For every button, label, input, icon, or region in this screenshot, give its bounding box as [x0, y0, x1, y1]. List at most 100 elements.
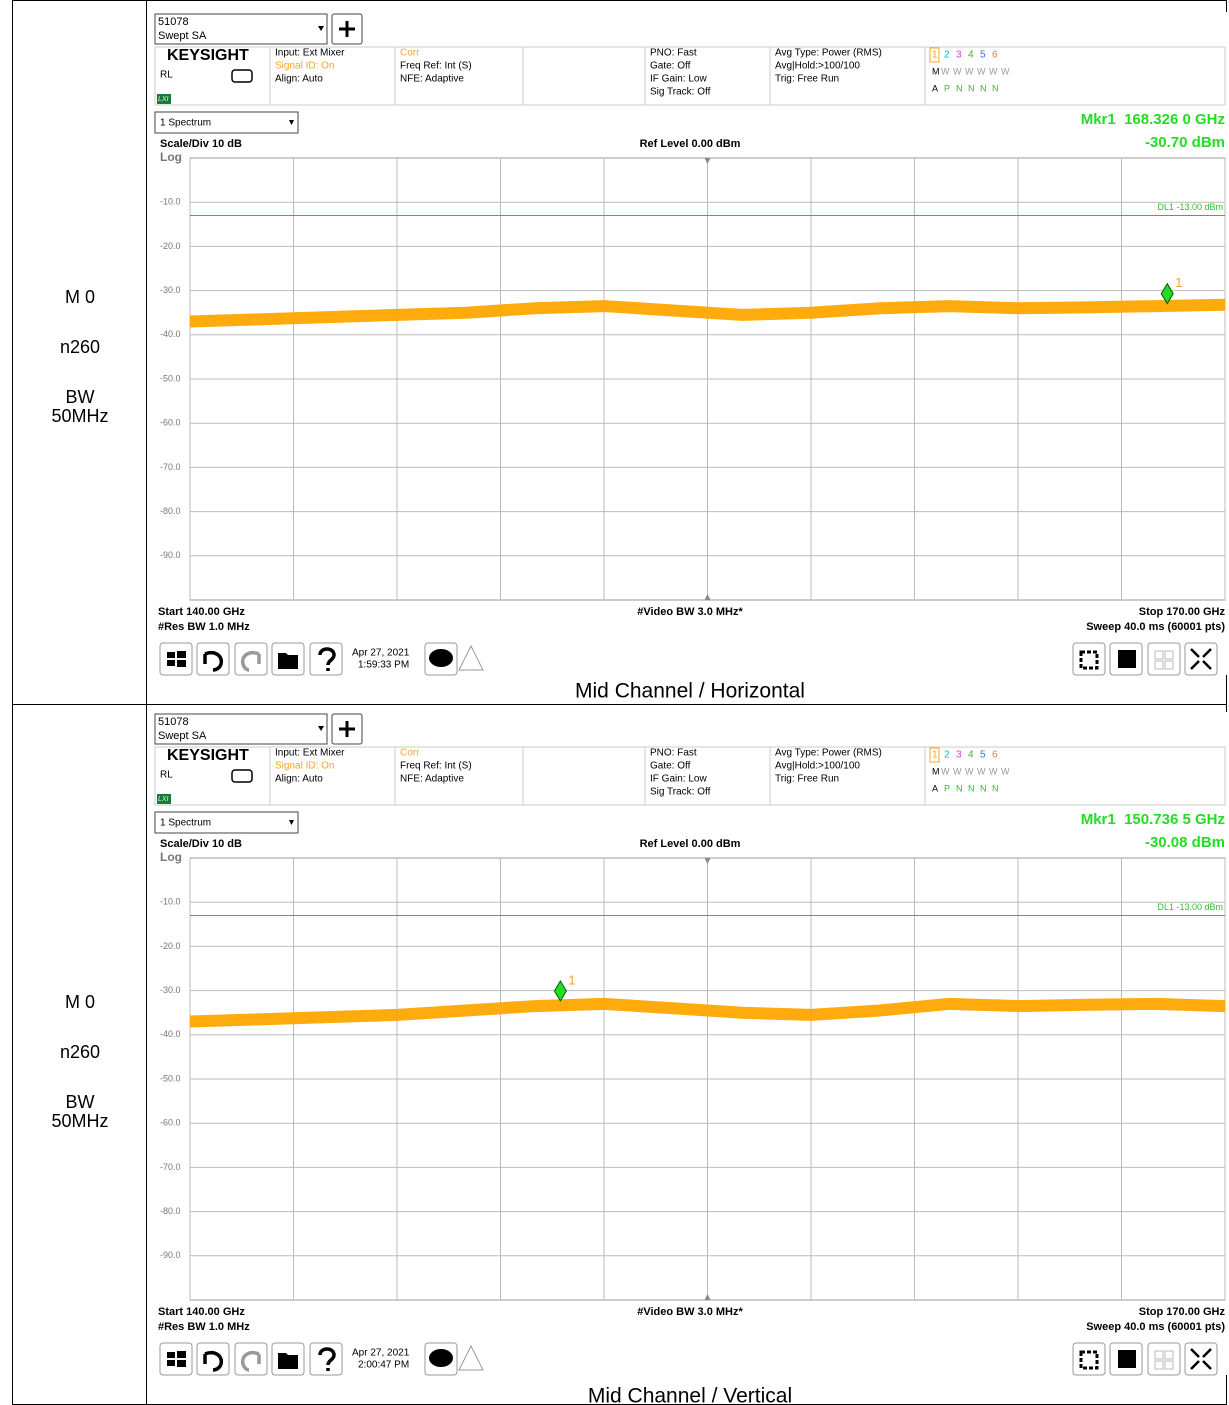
collapse-icon [1190, 1348, 1212, 1370]
status-text: Input: Ext Mixer [275, 748, 345, 759]
row-label: M 0 [65, 287, 95, 307]
marker-level: -30.08 dBm [1145, 834, 1225, 851]
y-tick-label: -20.0 [160, 941, 181, 951]
y-tick-label: -30.0 [160, 985, 181, 995]
trace-mode: W [989, 66, 998, 76]
res-bw: #Res BW 1.0 MHz [158, 1321, 250, 1333]
status-text: IF Gain: Low [650, 74, 707, 85]
rl-icon [231, 769, 253, 783]
marker-label: Mkr1 [1081, 111, 1116, 128]
sweep: Sweep 40.0 ms (60001 pts) [1086, 1321, 1225, 1333]
status-text: Align: Auto [275, 74, 323, 85]
trace [189, 298, 1226, 328]
toolbar-button[interactable] [1072, 642, 1106, 676]
marker [1160, 282, 1174, 305]
brand: KEYSIGHT [167, 747, 249, 764]
row-label: n260 [60, 1042, 100, 1062]
windows-layout-icon [1154, 1350, 1174, 1370]
toolbar-button[interactable] [1147, 642, 1181, 676]
trace-number: 6 [992, 50, 998, 61]
chat-icon [429, 649, 453, 667]
detector: N [980, 83, 987, 93]
caption: Mid Channel / Vertical [588, 1385, 792, 1405]
detector: A [932, 783, 938, 793]
status-text: Sig Track: Off [650, 787, 711, 798]
ref-level: Ref Level 0.00 dBm [640, 138, 741, 150]
y-tick-label: -20.0 [160, 241, 181, 251]
mode: Swept SA [158, 30, 207, 42]
rl-icon [231, 69, 253, 83]
redo-icon [240, 1351, 261, 1372]
status-text: Freq Ref: Int (S) [400, 761, 472, 772]
trace-mode: M [932, 66, 940, 76]
trace-1-box [929, 747, 940, 763]
lxi: LXI [158, 796, 169, 803]
row-label: n260 [60, 337, 100, 357]
toolbar-button[interactable] [159, 642, 193, 676]
touch-icon [1118, 1350, 1136, 1368]
trace-number: 1 [932, 50, 938, 61]
help-icon [318, 647, 336, 671]
status-text: Corr [400, 748, 420, 759]
lxi: LXI [158, 96, 169, 103]
status-cell [522, 46, 646, 106]
date: Apr 27, 2021 [352, 648, 410, 659]
grid-icon [1079, 1350, 1099, 1370]
y-tick-label: -40.0 [160, 1029, 181, 1039]
scale: Scale/Div 10 dB [160, 838, 242, 850]
status-text: Gate: Off [650, 761, 691, 772]
status-text: NFE: Adaptive [400, 774, 464, 785]
status-text: Trig: Free Run [775, 74, 839, 85]
trace-number: 2 [944, 50, 950, 61]
status-text: PNO: Fast [650, 748, 697, 759]
trace-number: 5 [980, 750, 986, 761]
marker-number: 1 [568, 972, 575, 987]
y-tick-label: -10.0 [160, 197, 181, 207]
windows-icon [167, 1351, 186, 1367]
status-cell [394, 746, 524, 806]
row-label: 50MHz [51, 1111, 108, 1131]
trace-mode: W [977, 66, 986, 76]
trace-mode: W [953, 766, 962, 776]
window: 1 Spectrum [160, 818, 211, 829]
toolbar-button[interactable] [234, 642, 268, 676]
trace-number: 3 [956, 750, 962, 761]
status-text: Avg|Hold:>100/100 [775, 61, 860, 72]
help-icon [318, 1347, 336, 1371]
status-cell [924, 46, 1226, 106]
dropdown-arrow [318, 26, 324, 31]
status-cell [769, 46, 926, 106]
trace-mode: W [953, 66, 962, 76]
y-tick-label: -80.0 [160, 1206, 181, 1216]
status-text: Avg|Hold:>100/100 [775, 761, 860, 772]
toolbar-button[interactable] [1184, 642, 1218, 676]
detector: N [956, 83, 963, 93]
toolbar-button[interactable] [1072, 1342, 1106, 1376]
warning-icon [458, 644, 484, 671]
stop-freq: Stop 170.00 GHz [1139, 1306, 1226, 1318]
trace-mode: W [965, 766, 974, 776]
status-text: Avg Type: Power (RMS) [775, 48, 882, 59]
trace-1-box [929, 47, 940, 63]
y-tick-label: -40.0 [160, 329, 181, 339]
status-cell [644, 746, 771, 806]
row-label: 50MHz [51, 406, 108, 426]
video-bw: #Video BW 3.0 MHz* [637, 1306, 743, 1318]
brand: KEYSIGHT [167, 47, 249, 64]
trace-number: 6 [992, 750, 998, 761]
status-text: Sig Track: Off [650, 87, 711, 98]
detector: N [956, 783, 963, 793]
toolbar-button[interactable] [1147, 1342, 1181, 1376]
stop-freq: Stop 170.00 GHz [1139, 606, 1226, 618]
toolbar-button[interactable] [234, 1342, 268, 1376]
window: 1 Spectrum [160, 118, 211, 129]
mode: Swept SA [158, 730, 207, 742]
trace-mode: W [1001, 66, 1010, 76]
status-text: Input: Ext Mixer [275, 48, 345, 59]
status-text: Signal ID: On [275, 61, 334, 72]
toolbar-button[interactable] [1184, 1342, 1218, 1376]
detector: P [944, 83, 950, 93]
toolbar-button[interactable] [159, 1342, 193, 1376]
start-freq: Start 140.00 GHz [158, 1306, 245, 1318]
